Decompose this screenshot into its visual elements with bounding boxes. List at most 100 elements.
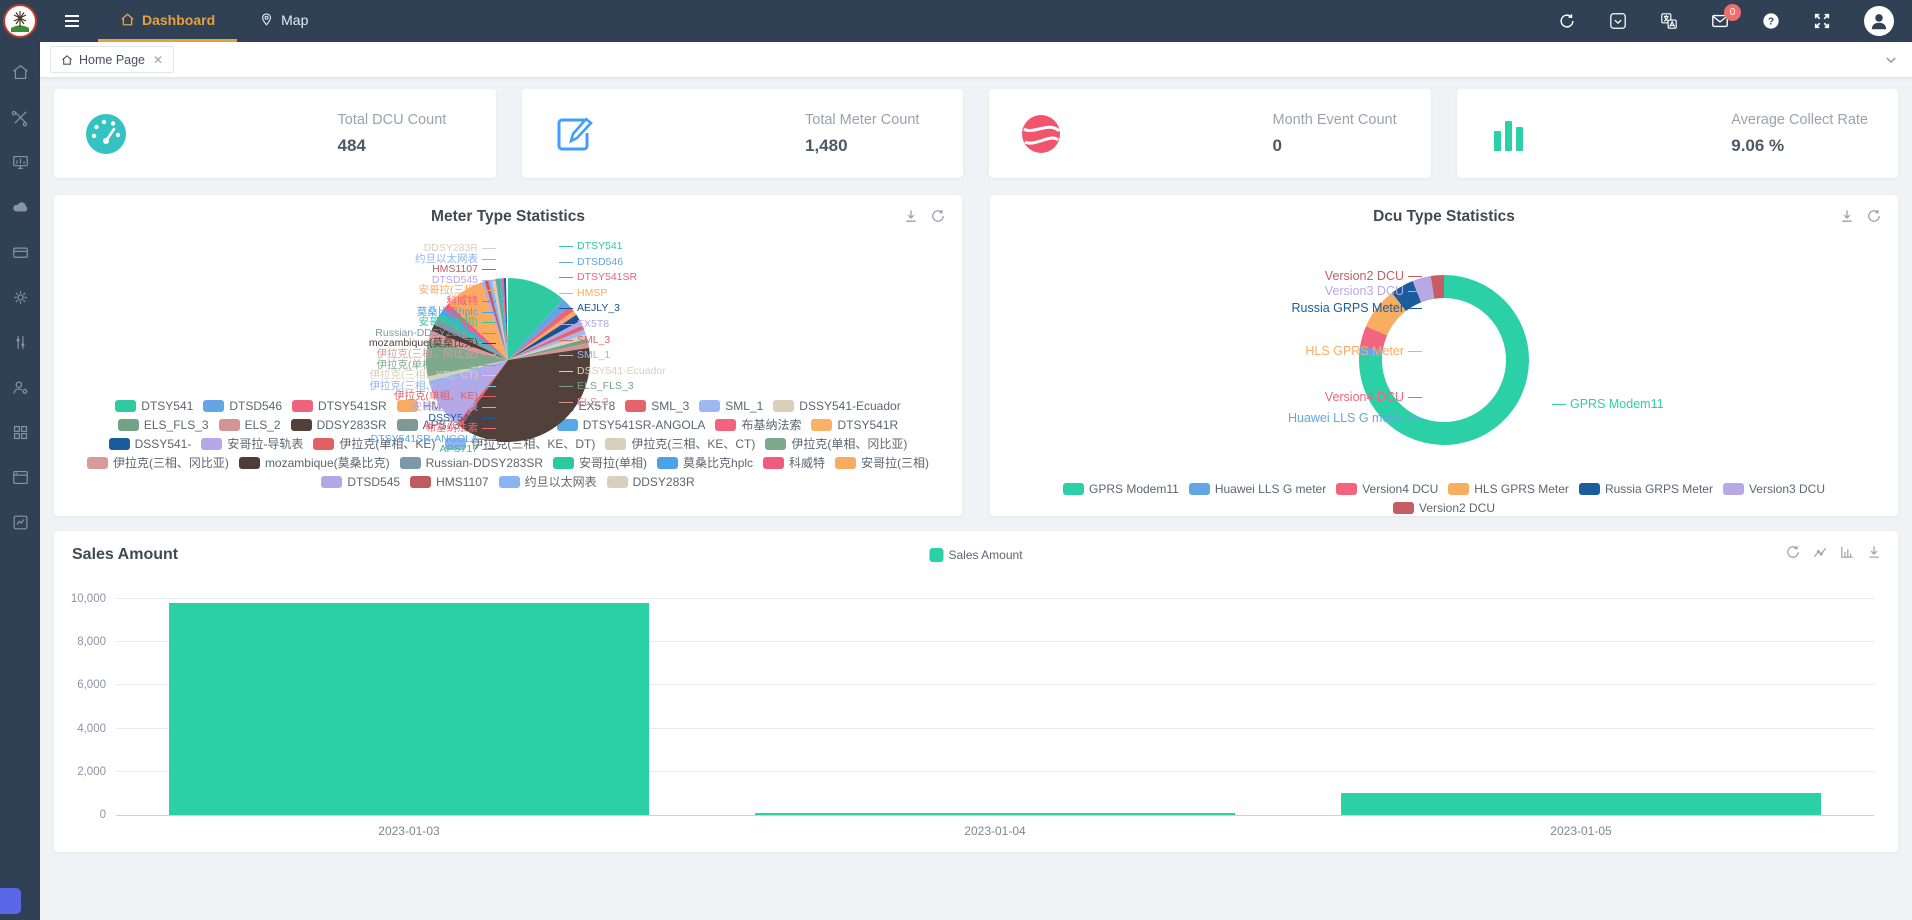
meter-legend-item[interactable]: DSSY541-Ecuador <box>773 400 901 412</box>
bar[interactable] <box>755 812 1235 815</box>
size-select-icon[interactable] <box>1609 12 1627 30</box>
meter-legend-item[interactable]: 科威特 <box>763 457 825 469</box>
user-avatar[interactable] <box>1864 6 1894 36</box>
dcu-legend-item[interactable]: Version2 DCU <box>1392 502 1495 514</box>
meter-legend-item[interactable]: ELS_2 <box>218 419 281 431</box>
pie-slice[interactable] <box>1430 275 1444 299</box>
pie-slice[interactable] <box>499 278 508 360</box>
pie-slice[interactable] <box>508 321 583 360</box>
meter-legend-item[interactable]: 伊拉克(三相、冈比亚) <box>86 457 229 469</box>
dcu-legend-item[interactable]: HLS GPRS Meter <box>1448 483 1569 495</box>
meter-legend-item[interactable]: 伊拉克(三相、KE、CT) <box>605 438 755 450</box>
tab-home-page[interactable]: Home Page ✕ <box>50 46 175 73</box>
sidebar-item-home[interactable] <box>8 60 32 84</box>
pie-slice[interactable] <box>508 314 581 360</box>
pie-slice[interactable] <box>440 309 508 360</box>
meter-legend-item[interactable]: 安哥拉-导轨表 <box>201 438 303 450</box>
pie-slice[interactable] <box>508 343 590 360</box>
meter-legend-item[interactable]: DDSY283R <box>606 476 695 488</box>
pie-slice[interactable] <box>508 306 574 360</box>
dcu-legend-item[interactable]: GPRS Modem11 <box>1063 483 1179 495</box>
meter-legend-item[interactable]: 布基纳法索 <box>715 419 801 431</box>
refresh-icon[interactable] <box>1785 544 1801 560</box>
pie-slice[interactable] <box>508 329 586 360</box>
pie-slice[interactable] <box>1360 326 1388 351</box>
meter-legend-item[interactable]: 约旦以太网表 <box>498 476 597 488</box>
sales-legend-item[interactable]: Sales Amount <box>929 548 1023 562</box>
refresh-icon[interactable] <box>1866 208 1882 224</box>
meter-legend-item[interactable]: 莫桑比克hplc <box>657 457 753 469</box>
refresh-icon[interactable] <box>1558 12 1576 30</box>
download-icon[interactable] <box>1866 544 1882 560</box>
dcu-legend-item[interactable]: Version4 DCU <box>1336 483 1438 495</box>
meter-legend-item[interactable]: mozambique(莫桑比克) <box>238 457 390 469</box>
dcu-legend-item[interactable]: Russia GRPS Meter <box>1578 483 1713 495</box>
app-logo[interactable] <box>3 4 37 38</box>
hamburger-menu-icon[interactable] <box>40 11 98 31</box>
download-icon[interactable] <box>1839 208 1855 224</box>
pie-slice[interactable] <box>1412 276 1435 303</box>
pie-slice[interactable] <box>1359 346 1383 357</box>
download-icon[interactable] <box>903 208 919 224</box>
line-chart-icon[interactable] <box>1812 544 1828 560</box>
nav-tab-dashboard[interactable]: Dashboard <box>98 0 238 42</box>
pie-slice[interactable] <box>1391 280 1422 312</box>
meter-legend-item[interactable]: ELS_FLS_3 <box>117 419 209 431</box>
tab-close-icon[interactable]: ✕ <box>153 52 164 67</box>
mail-icon[interactable]: 0 <box>1711 4 1741 30</box>
pie-slice[interactable] <box>431 324 508 360</box>
pie-slice[interactable] <box>508 310 577 360</box>
pie-slice[interactable] <box>497 278 508 360</box>
pie-slice[interactable] <box>508 299 570 360</box>
sidebar-item-card[interactable] <box>8 240 32 264</box>
fullscreen-icon[interactable] <box>1813 12 1831 30</box>
pie-slice[interactable] <box>1365 292 1406 336</box>
sidebar-item-tools[interactable] <box>8 105 32 129</box>
meter-legend-item[interactable]: SML_3 <box>625 400 689 412</box>
meter-legend-item[interactable]: DSSY541- <box>108 438 191 450</box>
sidebar-item-window[interactable] <box>8 465 32 489</box>
pie-slice[interactable] <box>508 325 585 360</box>
meter-legend-item[interactable]: DTSY541 <box>115 400 193 412</box>
bar[interactable] <box>1341 793 1821 815</box>
pie-slice[interactable] <box>456 360 508 427</box>
sidebar-item-user-settings[interactable] <box>8 375 32 399</box>
chevron-down-icon[interactable] <box>1884 53 1898 67</box>
meter-legend-item[interactable]: Russian-DDSY283SR <box>399 457 543 469</box>
pie-slice[interactable] <box>488 279 508 360</box>
sidebar-item-cloud[interactable] <box>8 195 32 219</box>
sidebar-item-chart-box[interactable] <box>8 510 32 534</box>
pie-slice[interactable] <box>495 278 508 360</box>
meter-legend-item[interactable]: SML_1 <box>699 400 763 412</box>
meter-legend-item[interactable]: 安哥拉(单相) <box>553 457 647 469</box>
sidebar-item-gear[interactable] <box>8 285 32 309</box>
dcu-legend-item[interactable]: Version3 DCU <box>1722 483 1825 495</box>
help-icon[interactable]: ? <box>1762 12 1780 30</box>
sidebar-item-grid[interactable] <box>8 420 32 444</box>
meter-legend-item[interactable]: 伊拉克(单相、KE) <box>313 438 435 450</box>
floating-button[interactable] <box>0 888 21 914</box>
pie-slice[interactable] <box>484 280 508 360</box>
pie-slice[interactable] <box>448 282 508 360</box>
meter-legend-item[interactable]: DDSY283SR <box>290 419 387 431</box>
pie-slice[interactable] <box>501 278 508 360</box>
bar-chart-icon[interactable] <box>1839 544 1855 560</box>
meter-legend-item[interactable]: DTSY541R <box>811 419 898 431</box>
nav-tab-map[interactable]: Map <box>237 0 330 42</box>
sidebar-item-sliders[interactable] <box>8 330 32 354</box>
pie-slice[interactable] <box>443 303 508 360</box>
meter-legend-item[interactable]: DTSD546 <box>203 400 282 412</box>
pie-slice[interactable] <box>426 340 508 377</box>
meter-legend-item[interactable]: HMS1107 <box>410 476 489 488</box>
bar[interactable] <box>169 603 649 815</box>
pie-slice[interactable] <box>437 313 508 360</box>
pie-slice[interactable] <box>428 360 508 386</box>
sidebar-item-monitor-chart[interactable] <box>8 150 32 174</box>
pie-slice[interactable] <box>508 278 564 360</box>
meter-legend-item[interactable]: DTSY541SR <box>292 400 387 412</box>
meter-legend-item[interactable]: DTSY541SR-ANGOLA <box>556 419 705 431</box>
pie-slice[interactable] <box>503 278 508 360</box>
refresh-icon[interactable] <box>930 208 946 224</box>
meter-legend-item[interactable]: 伊拉克(单相、冈比亚) <box>765 438 907 450</box>
pie-slice[interactable] <box>428 331 508 360</box>
